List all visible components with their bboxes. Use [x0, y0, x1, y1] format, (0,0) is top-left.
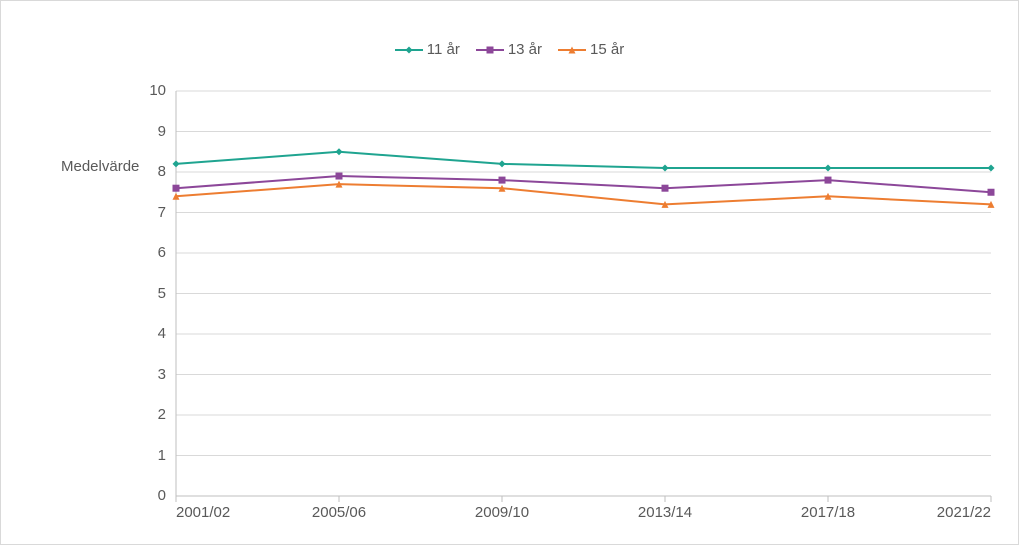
y-tick-label: 5: [158, 285, 166, 302]
series-marker: [336, 148, 343, 155]
legend-swatch: [395, 43, 423, 57]
series-line: [176, 176, 991, 192]
y-tick-label: 7: [158, 204, 166, 221]
series-marker: [336, 173, 343, 180]
y-tick-label: 2: [158, 406, 166, 423]
chart-frame: 11 år 13 år 15 år Medelvärde 0 1 2 3 4 5 6 7 8 9 10 2…: [0, 0, 1019, 545]
series-line: [176, 184, 991, 204]
series-marker: [499, 177, 506, 184]
series-marker: [825, 177, 832, 184]
legend-label: 11 år: [427, 41, 460, 58]
legend-swatch: [476, 43, 504, 57]
series-marker: [173, 185, 180, 192]
legend-swatch: [558, 43, 586, 57]
y-tick-label: 10: [149, 82, 166, 99]
y-tick-label: 8: [158, 163, 166, 180]
legend-item: 15 år: [558, 41, 624, 58]
series-marker: [499, 160, 506, 167]
legend: 11 år 13 år 15 år: [1, 41, 1018, 61]
series-marker: [662, 185, 669, 192]
series-marker: [662, 164, 669, 171]
x-tick-label: 2013/14: [638, 504, 692, 521]
y-tick-label: 3: [158, 366, 166, 383]
x-tick-label: 2009/10: [475, 504, 529, 521]
series-marker: [405, 46, 412, 53]
plot-svg: [176, 91, 991, 496]
y-tick-label: 9: [158, 123, 166, 140]
series-marker: [486, 46, 493, 53]
x-tick-label: 2017/18: [801, 504, 855, 521]
x-tick-label: 2021/22: [937, 504, 991, 521]
y-tick-label: 0: [158, 487, 166, 504]
y-axis-label: Medelvärde: [61, 158, 139, 175]
legend-label: 13 år: [508, 41, 542, 58]
series-marker: [988, 164, 995, 171]
series-marker: [173, 160, 180, 167]
y-tick-label: 6: [158, 244, 166, 261]
y-tick-label: 4: [158, 325, 166, 342]
plot-area: [176, 91, 991, 496]
series-marker: [825, 164, 832, 171]
x-tick-label: 2001/02: [176, 504, 230, 521]
x-tick-label: 2005/06: [312, 504, 366, 521]
legend-item: 13 år: [476, 41, 542, 58]
legend-item: 11 år: [395, 41, 460, 58]
series-line: [176, 152, 991, 168]
series-marker: [988, 189, 995, 196]
y-tick-label: 1: [158, 447, 166, 464]
legend-label: 15 år: [590, 41, 624, 58]
